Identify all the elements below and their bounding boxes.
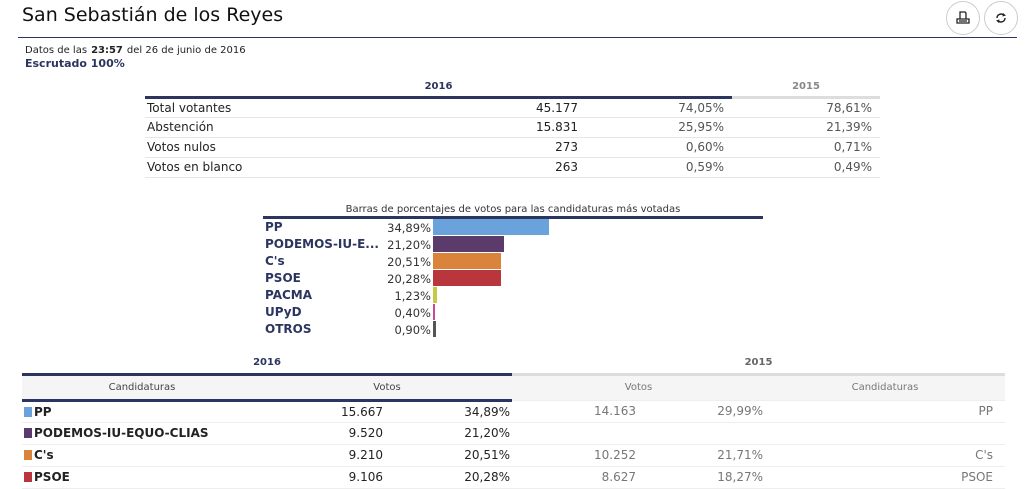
pct-2015 — [638, 422, 765, 445]
time: 23:57 — [91, 45, 123, 56]
pct: 20,28% — [385, 466, 512, 489]
bar — [433, 270, 501, 286]
col-votos: Votos — [262, 374, 512, 402]
row-label: Votos en blanco — [145, 157, 345, 178]
bar-value-label: 20,28% — [387, 272, 431, 286]
page-title: San Sebastián de los Reyes — [22, 4, 284, 26]
row-label: Votos nulos — [145, 137, 345, 158]
result-row: C's 9.210 20,51% 10.252 21,71% C's — [22, 444, 1005, 467]
bar — [433, 219, 550, 235]
col-candidaturas: Candidaturas — [22, 374, 262, 402]
col-votos-2015: Votos — [512, 374, 765, 401]
update-time: Datos de las 23:57 del 26 de junio de 2016 — [25, 45, 246, 56]
dates-prefix: Datos de las — [25, 45, 88, 56]
pct: 34,89% — [385, 400, 512, 423]
pct: 21,20% — [385, 422, 512, 445]
bar-label: C's — [265, 254, 285, 268]
row-pct-2016: 74,05% — [580, 97, 732, 118]
bar-label: PSOE — [265, 271, 301, 285]
summary-table: 2016 2015 Total votantes 45.177 74,05% 78… — [145, 78, 880, 178]
escrutado-status: Escrutado 100% — [25, 57, 125, 70]
year-2016-header: 2016 — [22, 352, 512, 376]
bar — [433, 321, 436, 337]
year-2016-header: 2016 — [145, 78, 732, 99]
party-color-swatch — [24, 428, 32, 438]
summary-row: Total votantes 45.177 74,05% 78,61% — [145, 97, 880, 118]
votes-2015 — [512, 422, 638, 445]
votes: 9.210 — [262, 444, 385, 467]
chart-row: PACMA 1,23% — [263, 287, 763, 304]
party-color-swatch — [24, 406, 32, 417]
results-table: 2016 2015 Candidaturas Votos Votos Candid… — [22, 352, 1005, 489]
year-2015-header: 2015 — [512, 352, 1005, 376]
bar-chart: Barras de porcentajes de votos para las … — [263, 204, 763, 338]
row-pct-2016: 0,60% — [580, 137, 732, 158]
summary-row: Abstención 15.831 25,95% 21,39% — [145, 117, 880, 138]
col-candidaturas-2015: Candidaturas — [765, 374, 1005, 401]
bar-label: PP — [265, 220, 283, 234]
summary-row: Votos nulos 273 0,60% 0,71% — [145, 137, 880, 158]
bar-value-label: 34,89% — [387, 221, 431, 235]
party-name: PODEMOS-IU-EQUO-CLIAS — [34, 426, 209, 440]
party-name-2015 — [765, 422, 1005, 445]
row-value: 273 — [345, 137, 580, 158]
chart-row: PSOE 20,28% — [263, 270, 763, 287]
chart-row: OTROS 0,90% — [263, 321, 763, 338]
party-name-2015: PP — [765, 400, 1005, 423]
result-row: PODEMOS-IU-EQUO-CLIAS 9.520 21,20% — [22, 422, 1005, 445]
row-value: 45.177 — [345, 97, 580, 118]
row-pct-2016: 0,59% — [580, 157, 732, 178]
row-pct-2015: 0,71% — [732, 137, 880, 158]
row-value: 263 — [345, 157, 580, 178]
votes: 9.520 — [262, 422, 385, 445]
result-row: PP 15.667 34,89% 14.163 29,99% PP — [22, 400, 1005, 423]
chart-row: PP 34,89% — [263, 219, 763, 236]
bar — [433, 253, 502, 269]
row-value: 15.831 — [345, 117, 580, 138]
votes-2015: 14.163 — [512, 400, 638, 423]
bar-label: PODEMOS-IU-E... — [265, 237, 379, 251]
votes-2015: 10.252 — [512, 444, 638, 467]
bar-label: OTROS — [265, 322, 312, 336]
party-name: C's — [34, 448, 54, 462]
row-label: Total votantes — [145, 97, 345, 118]
party-name-2015: C's — [765, 444, 1005, 467]
title-divider — [18, 37, 1017, 38]
refresh-button[interactable] — [984, 1, 1018, 35]
dates-suffix: del 26 de junio de 2016 — [126, 45, 246, 56]
bar-label: UPyD — [265, 305, 302, 319]
row-pct-2016: 25,95% — [580, 117, 732, 138]
row-pct-2015: 78,61% — [732, 97, 880, 118]
row-pct-2015: 21,39% — [732, 117, 880, 138]
bar-value-label: 0,90% — [394, 323, 431, 337]
bar-value-label: 1,23% — [394, 289, 431, 303]
pct-2015: 21,71% — [638, 444, 765, 467]
bar — [433, 304, 435, 320]
result-row: PSOE 9.106 20,28% 8.627 18,27% PSOE — [22, 466, 1005, 489]
bar-label: PACMA — [265, 288, 313, 302]
chart-row: UPyD 0,40% — [263, 304, 763, 321]
votes: 15.667 — [262, 400, 385, 423]
row-label: Abstención — [145, 117, 345, 138]
refresh-icon — [996, 13, 1006, 23]
bar — [433, 236, 504, 252]
chart-title: Barras de porcentajes de votos para las … — [263, 204, 763, 219]
print-button[interactable] — [946, 1, 980, 35]
summary-row: Votos en blanco 263 0,59% 0,49% — [145, 157, 880, 178]
bar-value-label: 21,20% — [387, 238, 431, 252]
pct: 20,51% — [385, 444, 512, 467]
row-pct-2015: 0,49% — [732, 157, 880, 178]
chart-row: PODEMOS-IU-E... 21,20% — [263, 236, 763, 253]
bar — [433, 287, 438, 303]
party-color-swatch — [24, 472, 32, 482]
pct-2015: 29,99% — [638, 400, 765, 423]
party-name: PSOE — [34, 470, 70, 484]
bar-value-label: 20,51% — [387, 255, 431, 269]
party-color-swatch — [24, 450, 32, 460]
year-2015-header: 2015 — [732, 78, 880, 99]
bar-value-label: 0,40% — [394, 306, 431, 320]
party-name: PP — [34, 404, 52, 419]
print-icon — [956, 11, 970, 24]
chart-row: C's 20,51% — [263, 253, 763, 270]
